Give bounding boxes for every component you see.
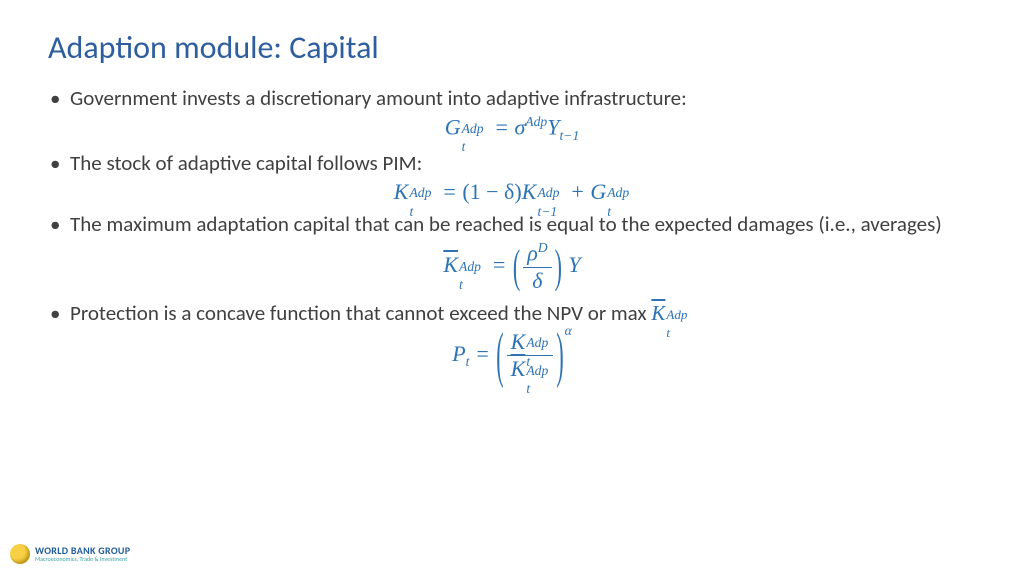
eq2-g: G [590,179,606,204]
eq3-lhs-sub: t [459,277,463,293]
eq4-den-var: K [511,356,526,381]
eq3-lhs-var: K [443,252,458,277]
rparen-icon: ) [555,239,562,294]
eq3-frac: ρDδ [523,240,551,294]
eq1-lhs-sup: Adp [462,121,484,137]
bullet-3-text: The maximum adaptation capital that can … [70,211,942,237]
equation-4: Pt = ( KAdpt KAdpt )α [48,329,976,383]
bullet-2: The stock of adaptive capital follows PI… [48,150,976,177]
lparen2-icon: ( [496,319,503,393]
footer-logo: WORLD BANK GROUP Macroeconomics, Trade &… [10,544,130,564]
eq2-kprev: K [522,179,537,204]
logo-text: WORLD BANK GROUP Macroeconomics, Trade &… [35,546,130,562]
bullet-3: The maximum adaptation capital that can … [48,211,976,238]
eq2-lhs-var: K [394,179,409,204]
eq4-den-sub: t [526,381,530,397]
slide: Adaption module: Capital Government inve… [0,0,1024,383]
equation-2: KAdpt = (1 − δ)KAdpt−1 + GAdpt [48,179,976,205]
eq3-num: ρ [527,240,538,265]
equation-3: KAdpt = (ρDδ) Y [48,240,976,294]
eq1-sigma-sup: Adp [525,114,547,129]
eq2-kprev-sup: Adp [537,185,559,201]
bullet-4: Protection is a concave function that ca… [48,300,976,327]
bullet-1-text: Government invests a discretionary amoun… [70,85,687,111]
eq4-num-var: K [511,329,526,354]
eq2-lhs-sup: Adp [409,185,431,201]
slide-title: Adaption module: Capital [48,28,976,67]
logo-sub: Macroeconomics, Trade & Investment [35,556,130,562]
inline-kbar-sup: Adp [666,307,687,324]
eq1-sigma: σ [514,114,525,139]
eq1-lhs-var: G [445,114,461,139]
eq3-den: δ [523,267,551,294]
eq4-num-sup: Adp [526,335,548,351]
equation-1: GAdpt = σAdpYt−1 [48,114,976,144]
eq3-lhs-sup: Adp [459,259,481,275]
bullet-1: Government invests a discretionary amoun… [48,85,976,112]
eq2-g-sup: Adp [607,185,629,201]
lparen-icon: ( [513,239,520,294]
globe-icon [10,544,30,564]
eq4-den-sup: Adp [526,363,548,379]
rparen2-icon: ) [556,319,563,393]
eq3-Y: Y [568,252,580,277]
eq4-lhs-sub: t [466,354,470,369]
inline-kbar-var: K [651,301,665,325]
bullet-2-text: The stock of adaptive capital follows PI… [70,150,422,176]
eq4-lhs-var: P [452,341,465,366]
bullet-list: Government invests a discretionary amoun… [48,85,976,383]
eq1-Y: Y [547,114,559,139]
inline-kbar-sub: t [666,325,670,342]
eq4-outer-sup: α [565,323,572,338]
eq1-Y-sub: t−1 [560,128,580,143]
eq2-plus: + [564,179,590,204]
eq3-num-sup: D [538,240,548,255]
eq2-oneminus: (1 − δ) [462,179,521,204]
eq4-frac: KAdpt KAdpt [507,329,554,383]
